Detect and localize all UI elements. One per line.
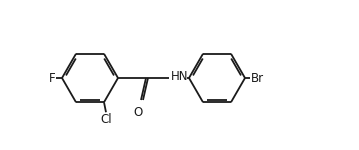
Text: HN: HN (171, 70, 188, 84)
Text: O: O (134, 106, 143, 119)
Text: Br: Br (251, 72, 264, 84)
Text: Cl: Cl (100, 113, 112, 126)
Text: F: F (48, 72, 55, 84)
